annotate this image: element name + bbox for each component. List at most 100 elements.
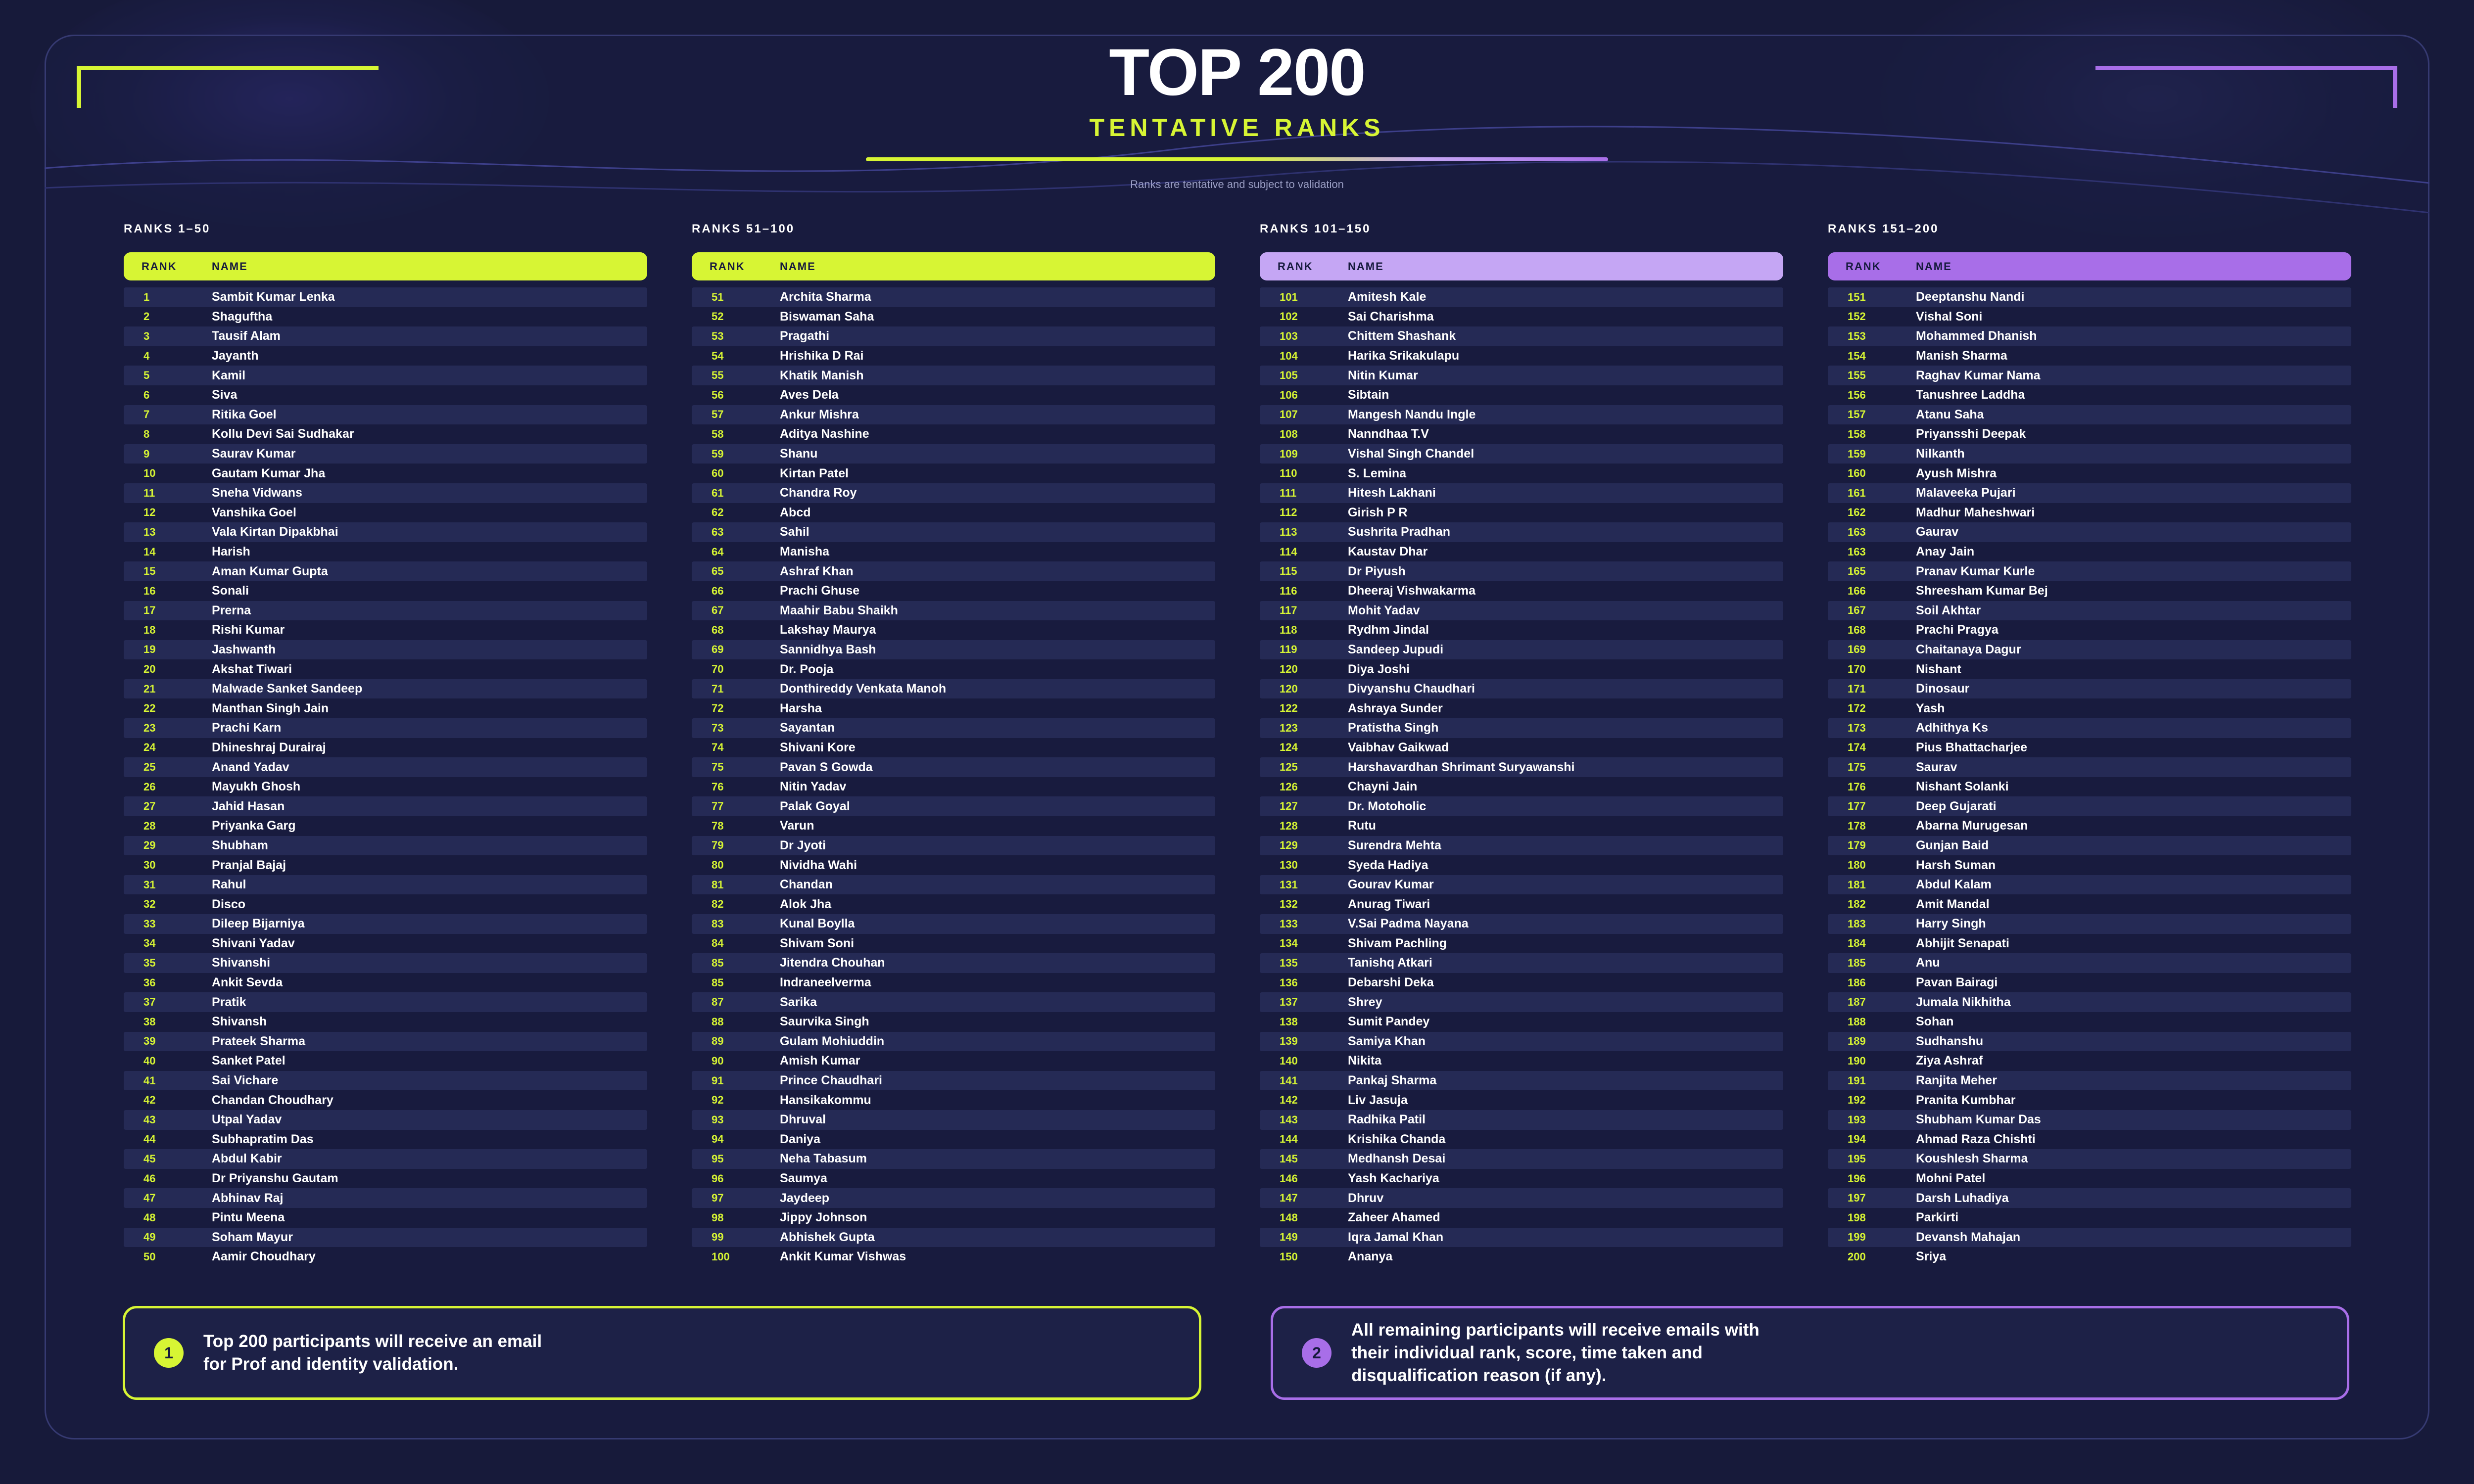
name-cell: Sandeep Jupudi xyxy=(1348,642,1444,656)
name-cell: Soham Mayur xyxy=(212,1230,293,1244)
table-row: 134 Shivam Pachling xyxy=(1260,934,1783,954)
name-cell: Anand Yadav xyxy=(212,760,289,774)
name-cell: Harry Singh xyxy=(1916,917,1986,931)
rank-cell: 182 xyxy=(1848,898,1866,911)
name-cell: Sai Vichare xyxy=(212,1073,279,1088)
rank-cell: 79 xyxy=(712,839,724,852)
rank-cell: 115 xyxy=(1280,565,1297,578)
rank-cell: 35 xyxy=(143,956,156,969)
table-row: 146 Yash Kachariya xyxy=(1260,1169,1783,1189)
name-cell: Nanndhaa T.V xyxy=(1348,427,1429,441)
table-row: 46 Dr Priyanshu Gautam xyxy=(124,1169,647,1189)
rank-cell: 69 xyxy=(712,643,724,656)
rank-cell: 42 xyxy=(143,1094,156,1107)
table-row: 74 Shivani Kore xyxy=(692,738,1215,758)
rank-cell: 43 xyxy=(143,1113,156,1126)
name-cell: Deeptanshu Nandi xyxy=(1916,290,2025,304)
table-header: RANK NAME xyxy=(692,252,1215,280)
name-cell: Pavan Bairagi xyxy=(1916,975,1998,990)
rank-cell: 28 xyxy=(143,819,156,832)
rank-cell: 123 xyxy=(1280,721,1298,734)
name-cell: Akshat Tiwari xyxy=(212,662,292,676)
rank-cell: 17 xyxy=(143,604,156,617)
table-row: 116 Dheeraj Vishwakarma xyxy=(1260,581,1783,601)
name-header: NAME xyxy=(212,260,248,273)
rank-cell: 100 xyxy=(712,1250,730,1263)
name-cell: Anay Jain xyxy=(1916,545,1975,559)
table-row: 3 Tausif Alam xyxy=(124,326,647,346)
table-row: 110 S. Lemina xyxy=(1260,464,1783,483)
table-row: 192 Pranita Kumbhar xyxy=(1828,1090,2351,1110)
rank-cell: 53 xyxy=(712,329,724,342)
table-row: 159 Nilkanth xyxy=(1828,444,2351,464)
table-row: 58 Aditya Nashine xyxy=(692,424,1215,444)
rank-cell: 91 xyxy=(712,1074,724,1087)
table-row: 89 Gulam Mohiuddin xyxy=(692,1031,1215,1052)
table-row: 173 Adhithya Ks xyxy=(1828,718,2351,738)
name-cell: Shreesham Kumar Bej xyxy=(1916,584,2048,598)
table-row: 181 Abdul Kalam xyxy=(1828,875,2351,895)
name-cell: Dinosaur xyxy=(1916,682,1970,696)
table-row: 13 Vala Kirtan Dipakbhai xyxy=(124,522,647,542)
table-row: 168 Prachi Pragya xyxy=(1828,620,2351,640)
name-cell: Mohit Yadav xyxy=(1348,603,1420,617)
corner-bracket-left xyxy=(77,66,379,108)
table-row: 153 Mohammed Dhanish xyxy=(1828,326,2351,346)
rank-cell: 103 xyxy=(1280,329,1298,342)
name-cell: Raghav Kumar Nama xyxy=(1916,368,2041,382)
rank-cell: 55 xyxy=(712,369,724,382)
name-cell: Harsha xyxy=(780,701,822,715)
name-cell: Nitin Kumar xyxy=(1348,368,1418,382)
name-cell: Ranjita Meher xyxy=(1916,1073,1997,1088)
title-underline xyxy=(866,157,1608,161)
rank-cell: 8 xyxy=(143,427,150,440)
name-cell: Varun xyxy=(780,819,814,833)
rank-cell: 11 xyxy=(143,486,155,499)
rank-cell: 5 xyxy=(143,369,150,382)
table-row: 194 Ahmad Raza Chishti xyxy=(1828,1130,2351,1150)
name-cell: Chittem Shashank xyxy=(1348,329,1456,343)
rank-cell: 18 xyxy=(143,623,156,636)
table-row: 43 Utpal Yadav xyxy=(124,1110,647,1130)
table-row: 79 Dr Jyoti xyxy=(692,835,1215,856)
rank-cell: 181 xyxy=(1848,878,1866,891)
rank-cell: 197 xyxy=(1848,1192,1866,1205)
name-cell: Amitesh Kale xyxy=(1348,290,1427,304)
rank-cell: 19 xyxy=(143,643,156,656)
table-row: 64 Manisha xyxy=(692,542,1215,562)
rank-cell: 44 xyxy=(143,1133,156,1146)
table-row: 165 Pranav Kumar Kurle xyxy=(1828,561,2351,581)
table-row: 163 Anay Jain xyxy=(1828,542,2351,562)
table-row: 21 Malwade Sanket Sandeep xyxy=(124,679,647,699)
name-cell: Harish xyxy=(212,545,250,559)
rank-cell: 147 xyxy=(1280,1192,1298,1205)
name-cell: Hansikakommu xyxy=(780,1093,871,1107)
table-row: 38 Shivansh xyxy=(124,1012,647,1032)
table-row: 191 Ranjita Meher xyxy=(1828,1070,2351,1091)
column-label: RANKS 51–100 xyxy=(692,222,795,235)
name-cell: Vishal Soni xyxy=(1916,309,1983,324)
rank-cell: 93 xyxy=(712,1113,724,1126)
table-row: 124 Vaibhav Gaikwad xyxy=(1260,738,1783,758)
name-cell: Harshavardhan Shrimant Suryawanshi xyxy=(1348,760,1575,774)
table-row: 189 Sudhanshu xyxy=(1828,1031,2351,1052)
name-cell: Subhapratim Das xyxy=(212,1132,314,1146)
name-cell: Prachi Ghuse xyxy=(780,584,860,598)
name-cell: Saumya xyxy=(780,1171,827,1186)
info-card-1: 1 Top 200 participants will receive an e… xyxy=(123,1306,1201,1400)
rank-cell: 1 xyxy=(143,290,150,303)
table-row: 180 Harsh Suman xyxy=(1828,855,2351,875)
rank-cell: 24 xyxy=(143,741,156,754)
rank-cell: 102 xyxy=(1280,310,1298,323)
name-cell: Sambit Kumar Lenka xyxy=(212,290,335,304)
rank-cell: 6 xyxy=(143,388,150,401)
rank-cell: 132 xyxy=(1280,898,1298,911)
name-cell: Dhruv xyxy=(1348,1191,1384,1205)
name-cell: Girish P R xyxy=(1348,505,1408,519)
table-row: 102 Sai Charishma xyxy=(1260,307,1783,327)
rank-cell: 109 xyxy=(1280,447,1298,460)
rank-cell: 178 xyxy=(1848,819,1866,832)
table-row: 95 Neha Tabasum xyxy=(692,1149,1215,1169)
name-cell: Mayukh Ghosh xyxy=(212,780,301,794)
name-cell: Rutu xyxy=(1348,819,1376,833)
